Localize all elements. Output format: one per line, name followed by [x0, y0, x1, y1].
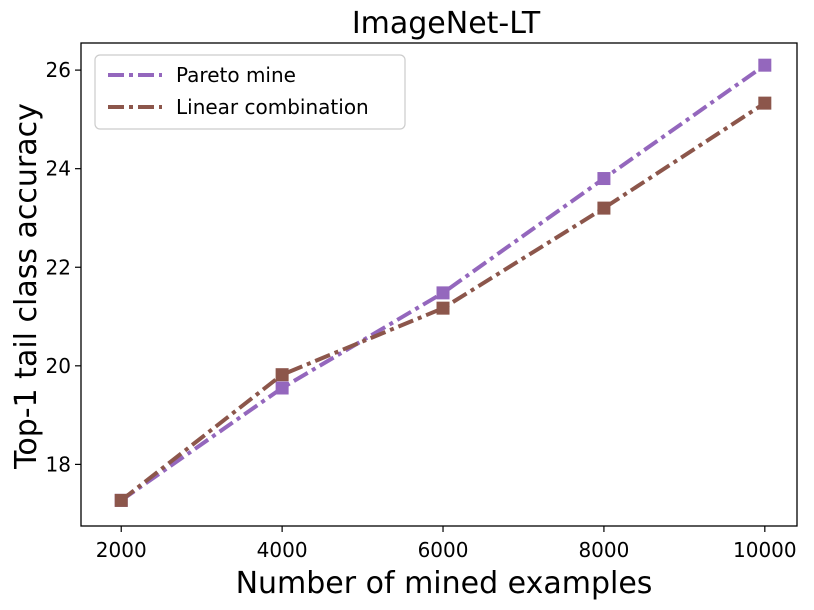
- data-point-linear-combination: [114, 493, 128, 507]
- x-tick-label: 6000: [418, 538, 469, 562]
- y-tick-label: 22: [46, 255, 71, 279]
- axis-ticks: 2000 4000 6000 8000 10000 18 20 22 24 26: [46, 58, 797, 562]
- series-line-pareto-mine: [120, 63, 766, 503]
- y-tick-label: 26: [46, 58, 71, 82]
- x-tick-label: 4000: [257, 538, 308, 562]
- legend: Pareto mine Linear combination: [94, 54, 406, 130]
- data-point-linear-combination: [275, 368, 289, 382]
- chart-title: ImageNet-LT: [352, 6, 541, 41]
- y-tick-label: 20: [46, 354, 71, 378]
- y-axis-label: Top-1 tail class accuracy: [9, 103, 44, 470]
- x-axis-label: Number of mined examples: [236, 566, 653, 601]
- data-point-pareto-mine: [597, 172, 611, 186]
- x-tick-label: 2000: [96, 538, 147, 562]
- x-tick-label: 8000: [578, 538, 629, 562]
- y-tick-label: 18: [46, 452, 71, 476]
- legend-box: [94, 54, 406, 130]
- x-tick-label: 10000: [733, 538, 797, 562]
- y-tick-label: 24: [46, 157, 71, 181]
- data-point-linear-combination: [597, 201, 611, 215]
- data-point-linear-combination: [758, 96, 772, 110]
- plot-area: [114, 58, 772, 507]
- plot-frame: [80, 42, 798, 527]
- data-point-pareto-mine: [436, 286, 450, 300]
- data-point-pareto-mine: [758, 58, 772, 72]
- legend-label-pareto-mine: Pareto mine: [176, 63, 296, 87]
- legend-label-linear-combination: Linear combination: [176, 95, 369, 119]
- series-line-linear-combination: [119, 101, 766, 502]
- data-point-linear-combination: [436, 301, 450, 315]
- data-point-pareto-mine: [275, 381, 289, 395]
